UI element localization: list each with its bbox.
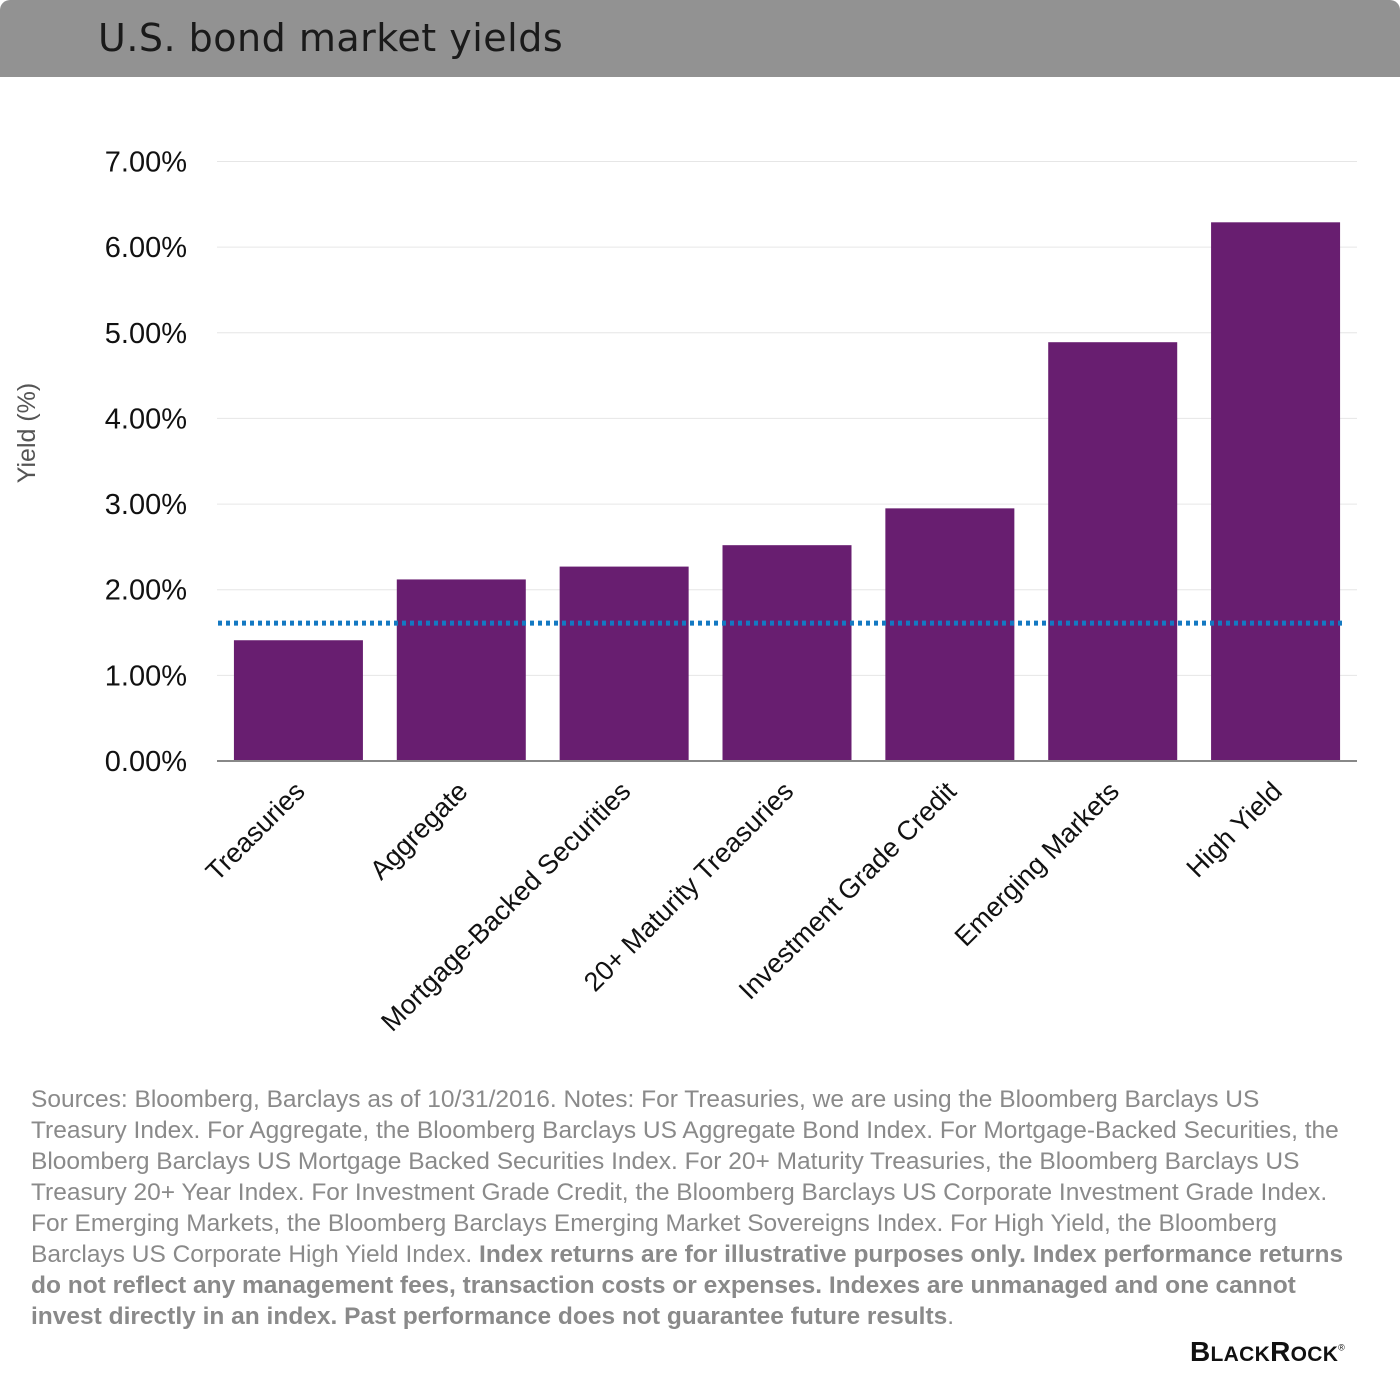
x-tick-label: Treasuries bbox=[200, 776, 311, 887]
blackrock-logo: BLACKROCK® bbox=[1190, 1336, 1346, 1367]
x-tick-label: Emerging Markets bbox=[949, 776, 1125, 952]
y-tick-label: 5.00% bbox=[105, 318, 187, 350]
y-tick-label: 7.00% bbox=[105, 147, 187, 179]
y-tick-label: 4.00% bbox=[105, 403, 187, 435]
y-tick-label: 0.00% bbox=[105, 746, 187, 778]
bar-aggregate bbox=[396, 579, 526, 761]
y-tick-label: 6.00% bbox=[105, 232, 187, 264]
bar-emerging-markets bbox=[1048, 342, 1178, 761]
footnote-sources: Sources: Bloomberg, Barclays as of 10/31… bbox=[31, 1086, 1339, 1268]
x-tick-label: High Yield bbox=[1181, 776, 1288, 883]
y-axis-label: Yield (%) bbox=[13, 383, 41, 484]
footnote-disclaimer: Index returns are for illustrative purpo… bbox=[31, 1241, 1344, 1330]
bar-chart: 0.00% 1.00% 2.00% 3.00% 4.00% 5.00% 6.00% 7.00%… bbox=[13, 147, 1357, 1037]
footnote: Sources: Bloomberg, Barclays as of 10/31… bbox=[31, 1084, 1351, 1332]
x-tick-label: Aggregate bbox=[364, 776, 473, 885]
footnote-end: . bbox=[947, 1303, 955, 1330]
bar-20-maturity-treasuries bbox=[722, 545, 852, 761]
y-tick-label: 1.00% bbox=[105, 660, 187, 692]
bar-high-yield bbox=[1211, 222, 1341, 762]
bar-mortgage-backed-securities bbox=[559, 566, 689, 761]
y-tick-label: 2.00% bbox=[105, 575, 187, 607]
y-tick-label: 3.00% bbox=[105, 489, 187, 521]
bar-treasuries bbox=[233, 640, 363, 761]
page-title: U.S. bond market yields bbox=[98, 16, 564, 60]
bar-investment-grade-credit bbox=[885, 508, 1015, 761]
title-bar: U.S. bond market yields bbox=[0, 0, 1400, 77]
